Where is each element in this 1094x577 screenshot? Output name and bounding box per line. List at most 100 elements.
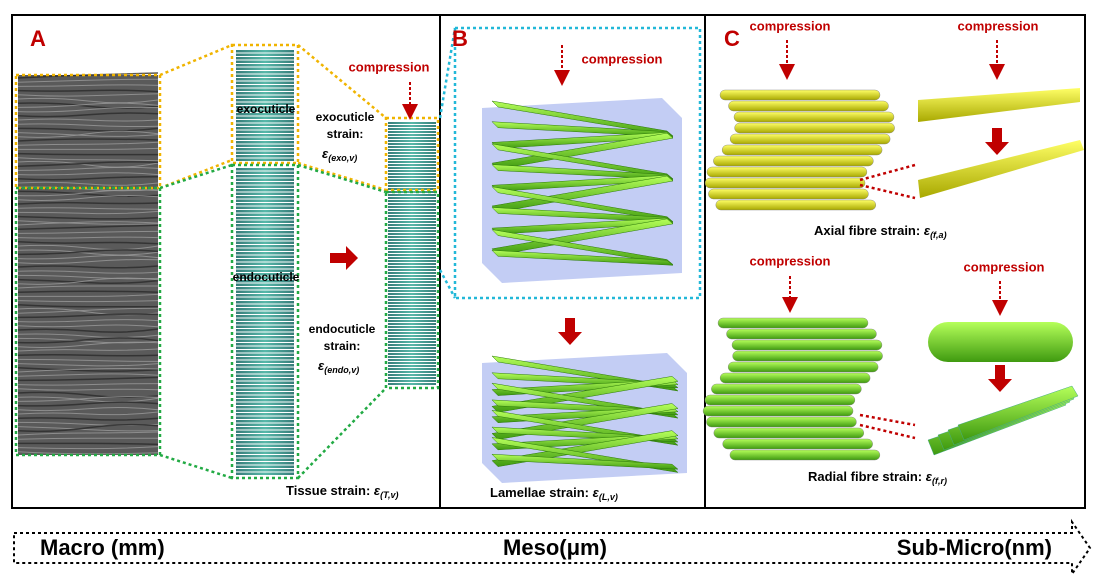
page: {"panels": [ {"label": "A", "texts": {"e… — [0, 0, 1094, 577]
lamella — [388, 350, 436, 352]
lamella — [236, 448, 294, 451]
red-arrow — [558, 318, 582, 345]
lamella — [236, 145, 294, 148]
lamella — [236, 410, 294, 413]
lamella — [388, 230, 436, 232]
panel-label: B — [452, 26, 468, 51]
scale-label: Macro (mm) — [40, 535, 165, 560]
lamella — [388, 152, 436, 154]
strain-label: strain: — [327, 127, 364, 141]
lamella — [236, 417, 294, 420]
lamella — [236, 50, 294, 53]
lamella — [388, 374, 436, 376]
lamella — [388, 356, 436, 358]
lamella — [236, 438, 294, 441]
lamella — [236, 434, 294, 437]
layer-label: endocuticle — [233, 270, 300, 284]
lamella — [236, 441, 294, 444]
lamella — [388, 239, 436, 241]
fibre — [723, 439, 873, 449]
lamella — [388, 257, 436, 259]
lamella — [388, 317, 436, 319]
panel-label: C — [724, 26, 740, 51]
lamella — [236, 298, 294, 301]
fibre — [735, 123, 895, 133]
lamella — [388, 284, 436, 286]
lamella — [388, 323, 436, 325]
lamella — [388, 320, 436, 322]
subscript: (f,r) — [932, 476, 947, 486]
lamella — [236, 189, 294, 192]
subscript: (exo,v) — [328, 153, 357, 163]
lamella — [388, 290, 436, 292]
lamella — [388, 143, 436, 145]
lamella — [388, 335, 436, 337]
lamella — [236, 186, 294, 189]
connector — [440, 270, 455, 298]
strain-label: strain: — [324, 339, 361, 353]
lamella — [388, 164, 436, 166]
lamella — [388, 125, 436, 127]
lamella — [388, 158, 436, 160]
lamella — [388, 314, 436, 316]
caption: Tissue strain: ε(T,v) — [286, 483, 399, 500]
lamella — [236, 78, 294, 81]
lamella — [236, 403, 294, 406]
connector — [860, 185, 915, 198]
lamella — [236, 329, 294, 332]
fibre — [733, 351, 883, 361]
fibre-cone — [918, 88, 1080, 122]
subscript: (T,v) — [380, 490, 398, 500]
fibre — [703, 406, 853, 416]
lamella — [388, 344, 436, 346]
lamella — [236, 217, 294, 220]
lamella — [236, 249, 294, 252]
lamella — [388, 305, 436, 307]
lamella — [388, 185, 436, 187]
lamella — [388, 122, 436, 124]
lamella — [236, 396, 294, 399]
caption-text: Radial fibre strain: — [808, 469, 922, 484]
lamella — [236, 224, 294, 227]
lamella — [236, 200, 294, 203]
lamella — [236, 127, 294, 130]
lamella — [388, 170, 436, 172]
connector — [860, 165, 915, 180]
fibre — [711, 384, 861, 394]
lamella — [236, 406, 294, 409]
compression-label: compression — [582, 51, 663, 66]
lamella — [388, 182, 436, 184]
scale-label: Meso(μm) — [503, 535, 607, 560]
lamella — [388, 221, 436, 223]
lamella — [236, 368, 294, 371]
lamella — [388, 272, 436, 274]
strain-symbol: ε(exo,v) — [322, 146, 357, 163]
lamella — [236, 179, 294, 182]
lamella — [388, 332, 436, 334]
fibre — [726, 329, 876, 339]
lamella — [236, 319, 294, 322]
lamella — [236, 375, 294, 378]
lamella — [388, 248, 436, 250]
lamella — [236, 326, 294, 329]
compression-label: compression — [958, 18, 1039, 33]
lamella — [236, 333, 294, 336]
lamella — [388, 278, 436, 280]
lamella — [236, 354, 294, 357]
connector — [298, 165, 386, 192]
scale-label: Sub-Micro(nm) — [897, 535, 1052, 560]
lamella — [236, 131, 294, 134]
lamella — [236, 235, 294, 238]
lamella — [388, 167, 436, 169]
lamella — [236, 343, 294, 346]
lamella — [236, 252, 294, 255]
lamella — [388, 326, 436, 328]
lamella — [388, 179, 436, 181]
lamella — [236, 466, 294, 469]
lamella — [388, 263, 436, 265]
fibre — [720, 373, 870, 383]
lamella — [236, 193, 294, 196]
lamella — [388, 209, 436, 211]
lamella — [236, 85, 294, 88]
lamella — [388, 266, 436, 268]
